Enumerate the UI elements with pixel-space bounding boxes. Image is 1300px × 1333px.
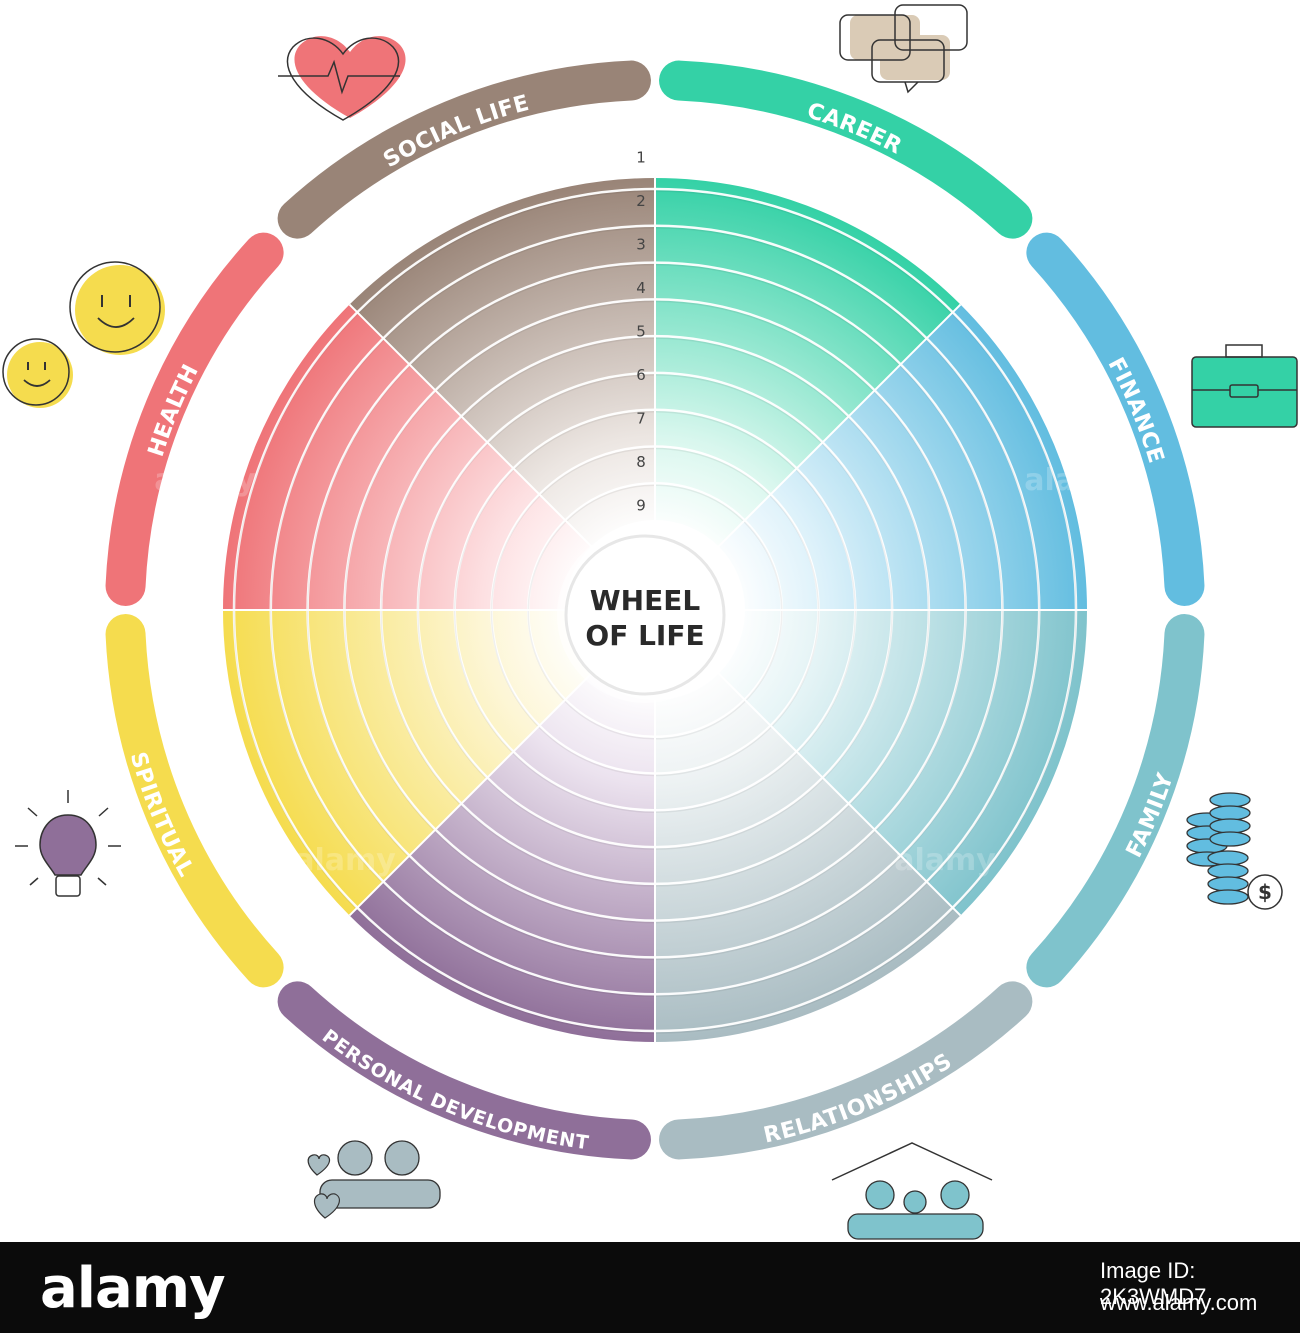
footer-logo: alamy — [40, 1256, 226, 1321]
footer-bar: alamy Image ID: 2K3WMD7 www.alamy.com — [0, 1242, 1300, 1333]
watermark-text: alamy — [294, 843, 396, 878]
watermark-text: alamy — [894, 843, 996, 878]
family-house-icon — [831, 1142, 993, 1240]
watermark-text: alamy — [154, 463, 256, 498]
footer-url: www.alamy.com — [1100, 1290, 1258, 1315]
segment-band-1 — [105, 232, 284, 606]
ring-number-4: 4 — [636, 279, 646, 297]
svg-text:$: $ — [1258, 880, 1272, 904]
segment-band-4 — [1026, 232, 1205, 606]
watermark-text: alamy — [1024, 463, 1126, 498]
segment-band-2 — [277, 60, 651, 239]
center-title-line1: WHEEL — [590, 584, 701, 617]
couple-icon — [307, 1140, 441, 1219]
ring-number-7: 7 — [636, 410, 646, 428]
wheel-of-life-diagram: HEALTH SOCIAL LIFE CAREER FINANCE FAMILY RELA… — [2, 4, 1298, 1240]
center-title-line2: OF LIFE — [585, 619, 704, 652]
segment-band-7 — [277, 981, 651, 1160]
coins-icon: $ — [1186, 792, 1283, 910]
segment-band-6 — [659, 981, 1033, 1160]
segment-band-8 — [105, 614, 284, 988]
ring-number-5: 5 — [636, 323, 646, 341]
ring-number-6: 6 — [636, 366, 646, 384]
center-circle — [564, 534, 726, 696]
segment-band-5 — [1026, 614, 1205, 988]
ring-number-3: 3 — [636, 236, 646, 254]
ring-number-2: 2 — [636, 192, 646, 210]
smiley-faces-icon — [2, 261, 165, 408]
ring-number-8: 8 — [636, 453, 646, 471]
chat-bubbles-icon — [839, 4, 968, 94]
segment-band-3 — [659, 60, 1033, 239]
lightbulb-icon — [15, 790, 121, 897]
image-id-text: Image ID: 2K3WMD7 — [1100, 1258, 1207, 1309]
briefcase-icon — [1191, 344, 1298, 428]
ring-number-9: 9 — [636, 497, 646, 515]
heart-icon — [278, 36, 406, 121]
ring-number-1: 1 — [636, 149, 646, 167]
segment-label-6: RELATIONSHIPS — [761, 1049, 956, 1149]
